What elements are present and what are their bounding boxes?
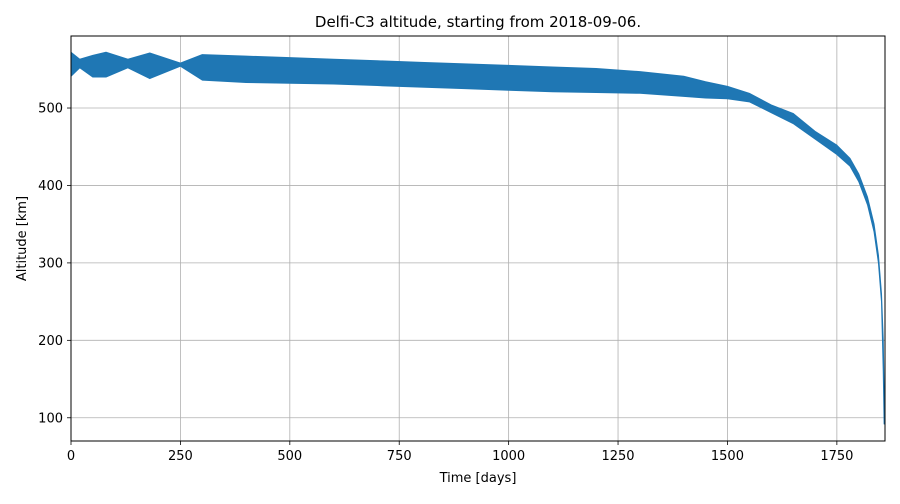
x-tick-label: 1500 xyxy=(711,449,744,464)
y-tick-label: 200 xyxy=(38,334,63,349)
chart-title: Delfi-C3 altitude, starting from 2018-09… xyxy=(315,13,641,31)
altitude-band xyxy=(70,51,885,425)
y-tick-label: 400 xyxy=(38,179,63,194)
x-tick-label: 0 xyxy=(67,449,75,464)
x-tick-label: 500 xyxy=(277,449,302,464)
y-tick-label: 500 xyxy=(38,102,63,117)
y-axis-label: Altitude [km] xyxy=(15,196,30,281)
ticks: 0 250 500 750 1000 1250 1500 1750 100 200 300 400 50… xyxy=(38,102,853,464)
axes-frame xyxy=(70,35,886,442)
x-tick-label: 1000 xyxy=(492,449,525,464)
y-tick-label: 300 xyxy=(38,256,63,271)
y-tick-label: 100 xyxy=(38,411,63,426)
plot-area xyxy=(70,51,885,425)
x-tick-label: 250 xyxy=(168,449,193,464)
grid xyxy=(70,36,885,441)
x-tick-label: 1750 xyxy=(820,449,853,464)
x-axis-label: Time [days] xyxy=(439,471,517,486)
x-tick-label: 750 xyxy=(387,449,412,464)
x-tick-label: 1250 xyxy=(601,449,634,464)
